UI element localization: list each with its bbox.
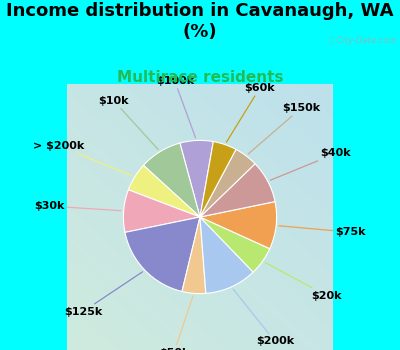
Text: $200k: $200k [233, 289, 294, 346]
Wedge shape [200, 164, 275, 217]
Wedge shape [182, 217, 206, 294]
Text: $150k: $150k [248, 103, 320, 154]
Text: $50k: $50k [159, 296, 193, 350]
Text: Multirace residents: Multirace residents [117, 70, 283, 85]
Wedge shape [200, 217, 270, 272]
Text: Income distribution in Cavanaugh, WA
(%): Income distribution in Cavanaugh, WA (%) [6, 2, 394, 41]
Text: $125k: $125k [64, 272, 142, 317]
Text: $10k: $10k [98, 96, 158, 149]
Text: ⓘ City-Data.com: ⓘ City-Data.com [330, 36, 397, 45]
Wedge shape [200, 149, 255, 217]
Text: $75k: $75k [279, 226, 366, 237]
Wedge shape [144, 143, 200, 217]
Text: > $200k: > $200k [33, 141, 132, 176]
Wedge shape [200, 217, 253, 293]
Text: $30k: $30k [34, 201, 121, 211]
Wedge shape [200, 202, 277, 248]
Wedge shape [200, 141, 236, 217]
Wedge shape [123, 190, 200, 232]
Text: $40k: $40k [270, 148, 351, 180]
Text: $100k: $100k [156, 76, 196, 138]
Text: $60k: $60k [226, 83, 275, 142]
Wedge shape [180, 140, 213, 217]
Wedge shape [128, 165, 200, 217]
Text: $20k: $20k [265, 262, 342, 301]
Wedge shape [125, 217, 200, 292]
